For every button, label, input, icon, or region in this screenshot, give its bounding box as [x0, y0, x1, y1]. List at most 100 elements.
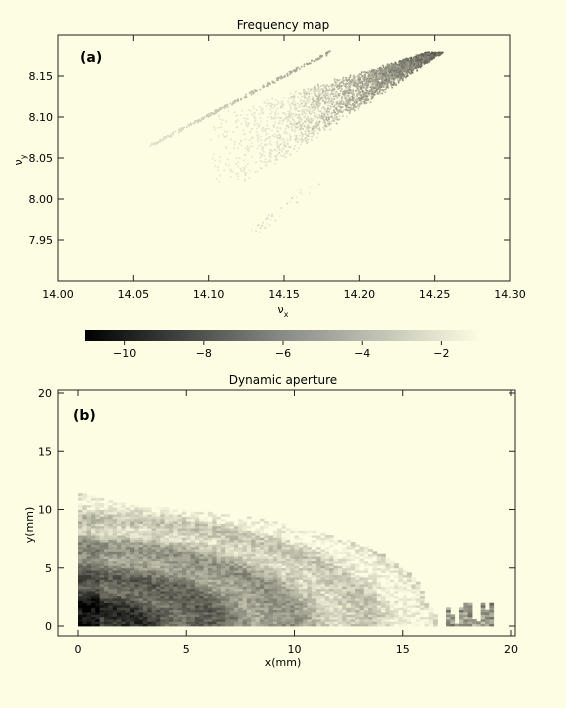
aperture-cell — [142, 553, 148, 557]
aperture-cell — [194, 560, 200, 564]
frequency-point — [424, 52, 427, 55]
aperture-cell — [129, 584, 135, 587]
aperture-cell — [160, 584, 165, 587]
aperture-cell — [138, 518, 144, 522]
aperture-cell — [82, 546, 88, 550]
aperture-cell — [177, 621, 183, 625]
aperture-cell — [147, 525, 153, 529]
aperture-cell — [134, 577, 140, 580]
aperture-cell — [116, 586, 122, 590]
frequency-point — [302, 127, 304, 130]
frequency-point — [287, 118, 289, 120]
frequency-point — [320, 107, 323, 109]
frequency-point — [253, 107, 255, 110]
frequency-point — [417, 66, 419, 69]
aperture-cell — [99, 619, 105, 622]
aperture-cell — [121, 598, 127, 601]
frequency-point — [386, 67, 389, 69]
frequency-point — [433, 51, 436, 54]
aperture-cell — [186, 565, 191, 569]
frequency-point — [352, 93, 354, 95]
frequency-point — [380, 66, 382, 69]
frequency-point — [251, 156, 253, 158]
frequency-point — [390, 82, 393, 84]
frequency-point — [286, 124, 289, 127]
aperture-cell — [116, 511, 122, 515]
aperture-cell — [129, 563, 135, 566]
frequency-point — [332, 100, 335, 103]
frequency-point — [346, 82, 349, 85]
frequency-point — [403, 68, 405, 71]
aperture-cell — [190, 560, 196, 564]
frequency-point — [314, 124, 316, 127]
frequency-point — [219, 160, 221, 163]
frequency-point — [308, 95, 310, 98]
frequency-point — [373, 75, 376, 78]
frequency-point — [314, 107, 317, 110]
frequency-point — [365, 71, 368, 74]
frequency-point — [317, 132, 319, 135]
aperture-cell — [134, 565, 140, 569]
frequency-point — [405, 59, 408, 62]
frequency-point — [310, 105, 313, 107]
colorbar-tick-label: −6 — [275, 347, 291, 360]
aperture-cell — [173, 530, 178, 534]
frequency-point — [244, 165, 247, 168]
frequency-point — [345, 107, 348, 109]
frequency-point — [360, 102, 363, 104]
frequency-point — [390, 71, 393, 73]
aperture-cell — [134, 560, 140, 564]
aperture-cell — [177, 607, 183, 611]
aperture-cell — [168, 623, 174, 627]
frequency-point — [357, 88, 360, 90]
aperture-cell — [112, 598, 118, 601]
aperture-cell — [155, 593, 161, 597]
frequency-point — [333, 116, 336, 119]
frequency-point — [341, 88, 343, 91]
frequency-point — [382, 83, 384, 85]
frequency-point — [244, 178, 246, 181]
frequency-point — [312, 129, 315, 132]
frequency-point — [311, 110, 314, 113]
frequency-point — [306, 135, 308, 137]
aperture-cell — [181, 616, 187, 620]
frequency-point — [325, 112, 328, 115]
aperture-cell — [129, 549, 135, 552]
frequency-point — [301, 141, 304, 143]
frequency-point — [400, 78, 402, 80]
frequency-point — [347, 90, 349, 92]
frequency-point — [380, 75, 382, 77]
aperture-cell — [112, 537, 118, 541]
frequency-point — [327, 110, 330, 113]
aperture-cell — [138, 537, 144, 541]
frequency-point — [399, 70, 402, 72]
frequency-point — [309, 96, 311, 99]
frequency-point — [306, 124, 309, 127]
frequency-point — [316, 83, 319, 86]
aperture-cell — [116, 570, 122, 573]
frequency-point — [298, 116, 300, 118]
frequency-point — [308, 98, 311, 101]
frequency-point — [218, 114, 221, 117]
frequency-point — [347, 88, 349, 90]
aperture-cell — [164, 621, 170, 625]
frequency-point — [304, 138, 306, 141]
frequency-point — [289, 135, 292, 138]
frequency-point — [359, 92, 361, 94]
frequency-point — [261, 224, 263, 227]
aperture-cell — [78, 602, 83, 606]
frequency-point — [267, 214, 270, 216]
aperture-cell — [142, 570, 148, 573]
frequency-point — [317, 107, 320, 109]
frequency-point — [382, 75, 385, 77]
aperture-cell — [95, 598, 101, 601]
aperture-cell — [112, 616, 118, 620]
aperture-cell — [121, 584, 127, 587]
frequency-point — [364, 75, 367, 78]
frequency-point — [415, 54, 418, 57]
aperture-cell — [138, 598, 144, 601]
frequency-point — [341, 84, 344, 87]
frequency-point — [417, 59, 420, 61]
frequency-point — [237, 172, 239, 175]
frequency-point — [349, 108, 352, 111]
